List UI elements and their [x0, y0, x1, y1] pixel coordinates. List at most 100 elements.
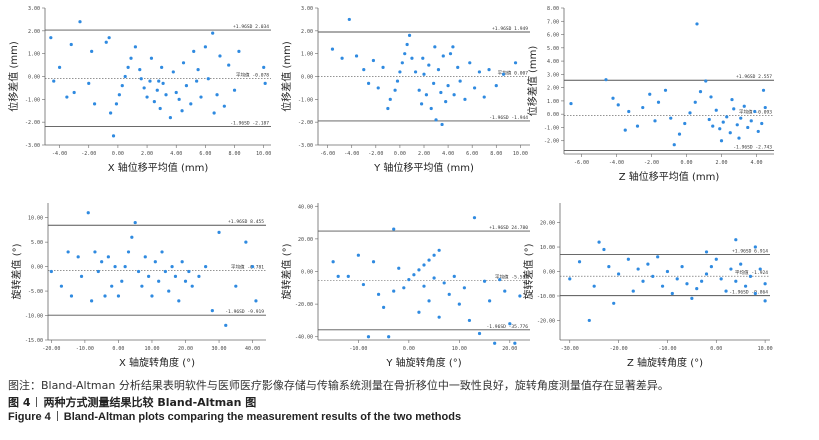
data-point: [719, 277, 723, 281]
x-tick-label: 10.00: [513, 151, 528, 157]
data-point: [206, 77, 210, 81]
data-point: [663, 88, 668, 92]
y-tick-label: 8.00: [547, 6, 559, 12]
data-point: [651, 274, 655, 278]
data-point: [656, 255, 660, 259]
data-point: [262, 65, 266, 69]
x-tick-label: 4.00: [170, 151, 182, 157]
data-point: [361, 282, 366, 287]
data-point: [503, 289, 507, 293]
y-tick-label: -3.00: [298, 143, 313, 149]
data-point: [366, 335, 371, 339]
y-tick-label: -2.00: [25, 120, 40, 126]
data-point: [371, 58, 376, 63]
data-point: [597, 240, 601, 244]
y-tick-label: -1.00: [544, 125, 559, 131]
data-point: [482, 279, 487, 283]
data-point: [739, 262, 743, 266]
data-point: [190, 284, 194, 288]
data-point: [376, 292, 381, 296]
data-point: [362, 68, 366, 72]
y-tick-label: 5.00: [547, 46, 559, 52]
data-point: [212, 111, 216, 115]
y-tick-label: 2.00: [28, 29, 40, 35]
data-point: [753, 291, 757, 296]
data-point: [462, 286, 466, 290]
data-point: [709, 265, 713, 269]
data-point: [192, 49, 196, 53]
data-point: [244, 240, 248, 244]
data-point: [174, 90, 178, 95]
data-point: [69, 294, 74, 298]
ref-line-label: +1.96SD 8.455: [228, 219, 264, 225]
data-point: [87, 81, 91, 85]
y-tick-label: -2.00: [544, 139, 559, 145]
data-point: [719, 139, 724, 143]
data-point: [79, 274, 84, 278]
y-tick-label: 2.00: [301, 29, 313, 35]
data-point: [116, 294, 121, 298]
chart-panel-4: -15.00 -10.00 -5.00 0.00 5.00 10.00 -20.00 -10.…: [10, 203, 266, 369]
data-point: [451, 45, 455, 49]
y-axis-title: 旋转差值 (°): [10, 243, 23, 299]
data-point: [739, 116, 743, 120]
ref-line-label: +1.96SD 2.034: [233, 24, 269, 30]
y-tick-label: 1.00: [301, 52, 313, 58]
data-point: [672, 143, 676, 147]
data-point: [635, 124, 640, 128]
data-point: [695, 287, 699, 291]
data-point: [617, 272, 621, 276]
data-point: [413, 70, 418, 74]
data-point: [177, 97, 181, 101]
data-point: [648, 92, 652, 96]
data-point: [170, 265, 174, 269]
data-point: [157, 79, 161, 83]
ref-line-label: -1.96SD -2.187: [230, 120, 269, 126]
data-point: [472, 86, 477, 90]
y-axis-title: 位移差值 (mm): [526, 46, 539, 117]
data-point: [218, 54, 222, 58]
data-point: [707, 117, 711, 122]
data-point: [160, 250, 164, 254]
data-point: [69, 42, 73, 47]
ref-line-label: +1.96SD 2.557: [736, 74, 772, 80]
data-point: [577, 260, 582, 264]
data-point: [434, 118, 438, 122]
data-point: [623, 128, 627, 132]
y-axis-title: 位移差值 (mm): [280, 41, 293, 112]
y-tick-label: -10.00: [537, 294, 555, 300]
x-tick-label: 4.00: [442, 151, 454, 157]
data-point: [467, 318, 472, 323]
x-axis-title: Z 轴旋转角度 (°): [627, 356, 703, 369]
data-point: [721, 120, 725, 124]
figure-note: 图注：Bland-Altman 分析结果表明软件与医师医疗影像存储与传输系统测量…: [8, 379, 669, 392]
ref-line-label: -1.96SD -2.743: [733, 145, 772, 151]
data-point: [518, 294, 522, 298]
data-point: [611, 96, 615, 100]
data-point: [254, 299, 258, 303]
data-point: [458, 79, 462, 83]
data-point: [748, 274, 753, 278]
data-point: [180, 109, 184, 113]
y-tick-label: -20.00: [295, 302, 313, 308]
data-point: [57, 65, 62, 69]
y-tick-label: 0.00: [301, 270, 313, 276]
data-point: [704, 250, 709, 254]
x-tick-label: 4.00: [750, 160, 762, 166]
data-point: [149, 56, 154, 60]
data-point: [250, 265, 255, 269]
data-point: [698, 90, 703, 94]
data-point: [446, 84, 450, 88]
y-tick-label: 0.00: [301, 75, 313, 81]
data-point: [160, 65, 164, 69]
data-point: [126, 65, 130, 69]
data-point: [763, 299, 767, 303]
data-point: [508, 322, 512, 326]
data-point: [227, 63, 231, 67]
data-point: [429, 106, 433, 111]
ref-line-label: +1.96SD 24.780: [489, 225, 528, 231]
data-point: [100, 260, 104, 264]
y-tick-label: 7.00: [547, 19, 559, 25]
data-point: [457, 302, 461, 306]
x-tick-label: 8.00: [229, 151, 241, 157]
